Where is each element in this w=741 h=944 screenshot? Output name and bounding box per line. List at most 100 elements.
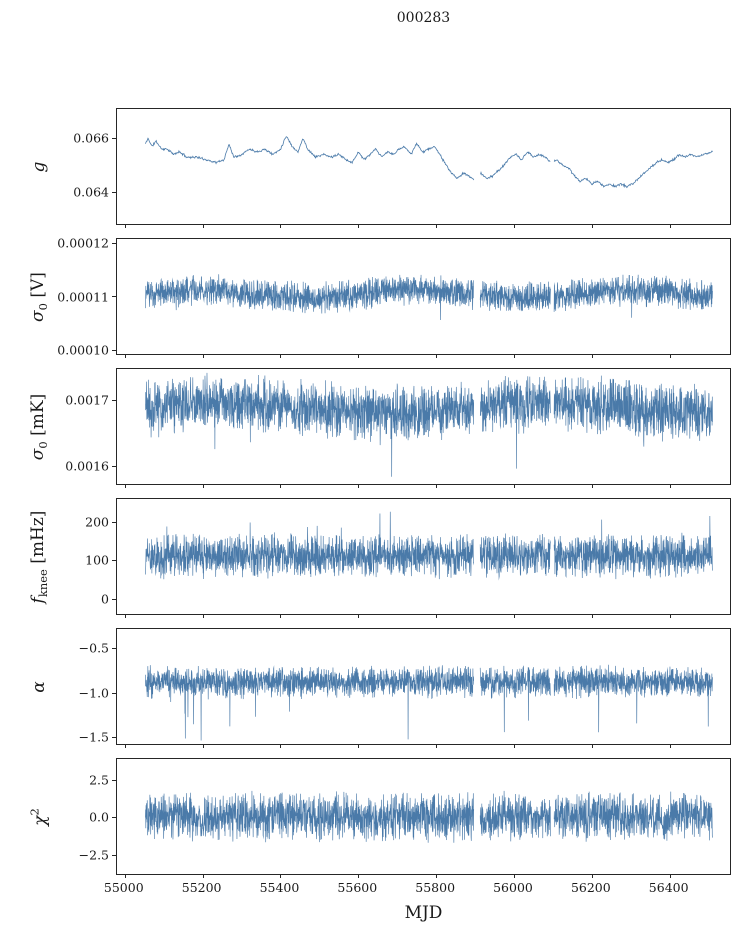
x-tick-mark xyxy=(125,484,126,488)
x-tick-mark xyxy=(514,744,515,748)
x-tick-mark xyxy=(436,224,437,228)
y-tick-label: 0.00011 xyxy=(57,289,109,304)
g-y-axis-label: g xyxy=(29,161,49,172)
x-tick-label: 56000 xyxy=(493,880,533,895)
y-tick-label: 100 xyxy=(85,552,109,568)
x-tick-mark xyxy=(358,614,359,618)
y-tick-label: −1.0 xyxy=(78,685,109,701)
x-tick-label: 55400 xyxy=(259,880,300,895)
y-tick-mark xyxy=(112,817,116,818)
x-tick-label: 55800 xyxy=(415,880,456,895)
x-tick-mark xyxy=(203,484,204,488)
y-tick-mark xyxy=(112,522,116,523)
y-tick-mark xyxy=(112,693,116,694)
x-tick-label: 56200 xyxy=(570,880,611,895)
x-tick-labels: 55000 55200 55400 55600 55800 56000 56200 56400 xyxy=(104,880,731,898)
y-tick-label: 0.066 xyxy=(73,130,109,146)
x-tick-mark xyxy=(436,484,437,488)
x-tick-mark xyxy=(670,874,671,878)
x-tick-mark xyxy=(358,744,359,748)
y-tick-label: 0.00012 xyxy=(57,235,109,251)
x-tick-mark xyxy=(592,614,593,618)
x-tick-label: 55200 xyxy=(181,880,222,895)
g-series-canvas xyxy=(117,109,730,224)
x-tick-mark xyxy=(670,224,671,228)
figure-title: 000283 xyxy=(396,10,451,26)
y-tick-mark xyxy=(112,648,116,649)
y-tick-label: 0.0016 xyxy=(65,458,109,474)
x-tick-mark xyxy=(514,224,515,228)
x-tick-mark xyxy=(280,224,281,228)
y-tick-mark xyxy=(112,192,116,193)
x-tick-mark xyxy=(280,614,281,618)
x-tick-mark xyxy=(592,224,593,228)
y-tick-label: −0.5 xyxy=(78,640,109,656)
x-tick-mark xyxy=(358,484,359,488)
x-tick-mark xyxy=(514,484,515,488)
x-tick-mark xyxy=(436,354,437,358)
y-tick-label: 2.5 xyxy=(89,772,109,788)
x-tick-mark xyxy=(125,354,126,358)
x-tick-mark xyxy=(203,874,204,878)
y-tick-label: −1.5 xyxy=(78,729,109,745)
x-tick-mark xyxy=(125,224,126,228)
x-tick-mark xyxy=(358,354,359,358)
x-tick-label: 55000 xyxy=(103,880,144,895)
x-tick-label: 56400 xyxy=(648,880,689,895)
x-tick-mark xyxy=(358,224,359,228)
y-tick-mark xyxy=(112,350,116,351)
y-tick-label: 0.064 xyxy=(73,184,109,200)
x-tick-mark xyxy=(125,744,126,748)
y-tick-mark xyxy=(112,296,116,297)
alpha-series-canvas xyxy=(117,629,730,744)
x-tick-mark xyxy=(436,874,437,878)
x-tick-mark xyxy=(203,354,204,358)
y-tick-mark xyxy=(112,737,116,738)
y-tick-mark xyxy=(112,243,116,244)
y-tick-mark xyxy=(112,400,116,401)
x-tick-mark xyxy=(670,744,671,748)
x-tick-mark xyxy=(670,614,671,618)
x-tick-mark xyxy=(670,484,671,488)
y-tick-label: 0.00010 xyxy=(57,342,109,358)
x-tick-mark xyxy=(280,874,281,878)
y-tick-mark xyxy=(112,780,116,781)
x-tick-mark xyxy=(592,874,593,878)
panels-container: g 0.066 0.064 σ0 [V] 0.00012 0.00011 0.00010 σ0… xyxy=(28,108,731,888)
x-tick-mark xyxy=(280,484,281,488)
fknee-series-canvas xyxy=(117,499,730,614)
x-tick-label: 55600 xyxy=(337,880,378,895)
x-tick-mark xyxy=(436,614,437,618)
x-tick-mark xyxy=(280,744,281,748)
panel-sigma0-v: σ0 [V] 0.00012 0.00011 0.00010 xyxy=(28,236,731,358)
x-tick-mark xyxy=(203,224,204,228)
x-tick-mark xyxy=(670,354,671,358)
y-tick-label: 0.0 xyxy=(89,809,109,825)
x-tick-mark xyxy=(280,354,281,358)
y-tick-mark xyxy=(112,466,116,467)
x-tick-mark xyxy=(203,614,204,618)
chi2-series-canvas xyxy=(117,759,730,874)
x-tick-mark xyxy=(514,354,515,358)
sigma0-mk-series-canvas xyxy=(117,369,730,484)
x-tick-mark xyxy=(592,744,593,748)
panel-sigma0-mk: σ0 [mK] 0.0017 0.0016 xyxy=(28,368,731,488)
sigma0-v-series-canvas xyxy=(117,239,730,354)
y-tick-mark xyxy=(112,560,116,561)
x-tick-mark xyxy=(592,484,593,488)
x-tick-mark xyxy=(514,874,515,878)
y-tick-mark xyxy=(112,855,116,856)
y-tick-label: −2.5 xyxy=(78,847,109,863)
panel-chi2: χ2 2.5 0.0 −2.5 xyxy=(28,758,731,878)
x-axis-label: MJD xyxy=(404,903,443,923)
y-tick-mark xyxy=(112,599,116,600)
y-tick-label: 0.0017 xyxy=(65,392,109,408)
panel-g: g 0.066 0.064 xyxy=(29,108,731,228)
x-tick-mark xyxy=(125,874,126,878)
panel-alpha: α −0.5 −1.0 −1.5 xyxy=(29,628,731,748)
x-tick-mark xyxy=(514,614,515,618)
x-tick-mark xyxy=(125,614,126,618)
y-tick-label: 0 xyxy=(101,591,109,607)
x-tick-mark xyxy=(203,744,204,748)
